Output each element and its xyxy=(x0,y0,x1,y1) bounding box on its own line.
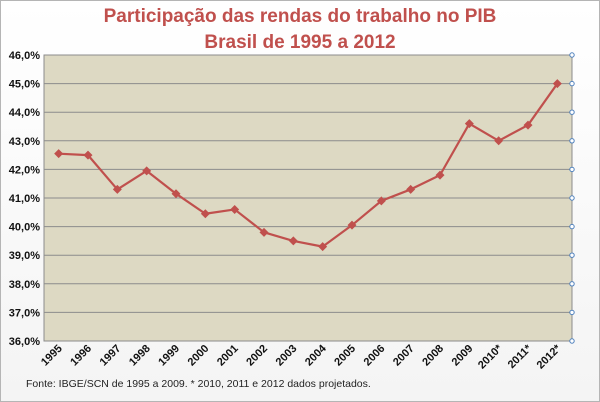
y-tick-label: 40,0% xyxy=(9,222,40,234)
x-tick-label: 2009 xyxy=(450,343,476,369)
x-tick-label: 2001 xyxy=(215,343,241,369)
y-tick-label: 41,0% xyxy=(9,193,40,205)
data-point xyxy=(259,227,269,237)
y-tick-label: 42,0% xyxy=(9,164,40,176)
data-point xyxy=(464,119,474,129)
series-line xyxy=(58,82,559,248)
data-point xyxy=(435,170,445,180)
x-tick-label: 2012* xyxy=(535,342,564,371)
secondary-axis-marker xyxy=(569,309,575,316)
y-tick-label: 44,0% xyxy=(9,107,40,119)
secondary-axis-marker xyxy=(569,252,575,258)
x-tick-label: 2011* xyxy=(506,342,535,371)
y-tick-label: 37,0% xyxy=(9,307,40,319)
secondary-axis-marker xyxy=(569,195,575,201)
data-point xyxy=(83,150,93,160)
data-point xyxy=(200,209,210,219)
y-tick-label: 43,0% xyxy=(9,136,40,148)
x-tick-label: 1997 xyxy=(98,343,124,369)
x-tick-label: 2002 xyxy=(244,343,270,369)
y-tick-label: 39,0% xyxy=(9,250,40,262)
x-tick-label: 1995 xyxy=(39,343,65,369)
x-tick-label: 2000 xyxy=(186,343,212,369)
x-tick-label: 2005 xyxy=(332,343,358,369)
x-tick-label: 2007 xyxy=(391,343,417,369)
data-point xyxy=(523,120,533,130)
x-tick-label: 2006 xyxy=(362,343,388,369)
data-point xyxy=(494,136,504,146)
y-tick-label: 38,0% xyxy=(9,279,40,291)
x-tick-label: 1999 xyxy=(156,343,182,369)
y-tick-label: 36,0% xyxy=(9,336,40,348)
data-point xyxy=(142,166,152,176)
x-tick-label: 2008 xyxy=(420,343,446,369)
chart-subtitle: Brasil de 1995 a 2012 xyxy=(204,32,396,53)
data-point xyxy=(406,184,416,194)
secondary-axis-marker xyxy=(569,109,575,115)
data-point xyxy=(288,236,298,246)
secondary-axis-marker xyxy=(569,281,575,287)
secondary-axis-marker xyxy=(569,138,575,144)
data-point xyxy=(54,149,64,159)
secondary-axis-marker xyxy=(569,52,575,58)
x-tick-label: 1996 xyxy=(68,343,94,369)
data-point xyxy=(171,189,181,199)
secondary-axis-marker xyxy=(569,166,575,173)
data-point xyxy=(376,196,386,206)
data-point xyxy=(552,79,562,89)
data-point xyxy=(347,220,357,230)
x-tick-label: 1998 xyxy=(127,343,153,369)
data-point xyxy=(112,184,122,194)
x-tick-label: 2003 xyxy=(274,343,300,369)
x-tick-label: 2004 xyxy=(303,342,329,368)
secondary-axis-marker xyxy=(569,338,575,344)
x-tick-label: 2010* xyxy=(476,342,505,371)
y-tick-label: 46,0% xyxy=(9,50,40,62)
source-footnote: Fonte: IBGE/SCN de 1995 a 2009. * 2010, … xyxy=(26,378,371,390)
data-point xyxy=(230,204,240,214)
secondary-axis-marker xyxy=(569,80,575,87)
chart-title: Participação das rendas do trabalho no P… xyxy=(103,6,497,27)
data-point xyxy=(318,242,328,252)
secondary-axis-marker xyxy=(569,223,575,230)
y-tick-label: 45,0% xyxy=(9,79,40,91)
